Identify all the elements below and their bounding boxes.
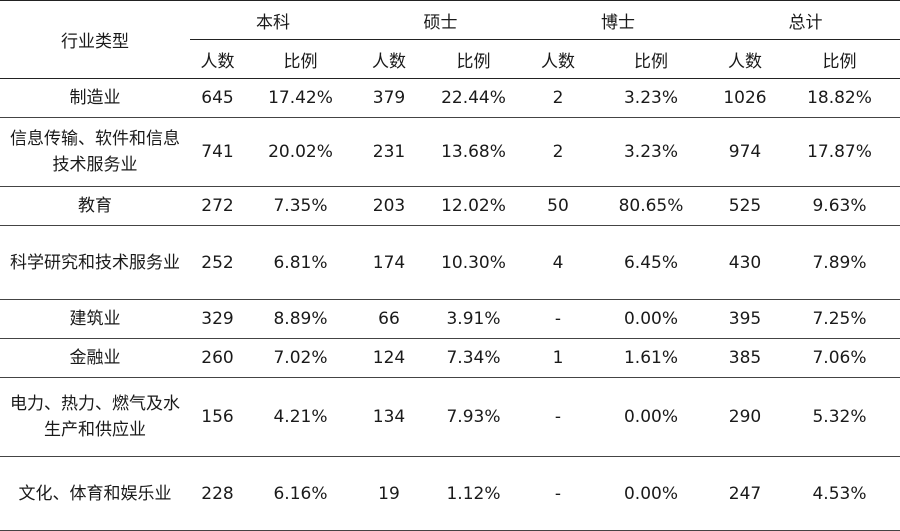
cell: 7.02%	[245, 338, 356, 378]
sub-header-ratio: 比例	[422, 39, 525, 79]
cell: 290	[711, 377, 779, 457]
cell: 66	[356, 299, 422, 339]
cell: 6.81%	[245, 225, 356, 300]
table-row: 教育 272 7.35% 203 12.02% 50 80.65% 525 9.…	[0, 186, 900, 226]
cell: 4.21%	[245, 377, 356, 457]
cell: 7.89%	[779, 225, 900, 300]
table-row: 电力、热力、燃气及水生产和供应业 156 4.21% 134 7.93% - 0…	[0, 377, 900, 457]
cell: 9.63%	[779, 186, 900, 226]
sub-header-count: 人数	[711, 39, 779, 79]
cell: 20.02%	[245, 117, 356, 187]
table-row: 制造业 645 17.42% 379 22.44% 2 3.23% 1026 1…	[0, 78, 900, 118]
cell: -	[525, 377, 591, 457]
cell: 1026	[711, 78, 779, 118]
cell: 379	[356, 78, 422, 118]
cell: 12.02%	[422, 186, 525, 226]
group-header-total: 总计	[711, 0, 900, 40]
cell: 3.23%	[591, 78, 711, 118]
table-row: 建筑业 329 8.89% 66 3.91% - 0.00% 395 7.25%	[0, 299, 900, 339]
cell: 5.32%	[779, 377, 900, 457]
cell: 17.87%	[779, 117, 900, 187]
cell: 7.34%	[422, 338, 525, 378]
group-header-master: 硕士	[356, 0, 525, 40]
cell: 134	[356, 377, 422, 457]
industry-cell: 文化、体育和娱乐业	[0, 456, 190, 531]
cell: 1.61%	[591, 338, 711, 378]
cell: 247	[711, 456, 779, 531]
cell: 80.65%	[591, 186, 711, 226]
cell: 3.23%	[591, 117, 711, 187]
cell: 7.35%	[245, 186, 356, 226]
group-header-doctor: 博士	[525, 0, 711, 40]
industry-cell: 信息传输、软件和信息技术服务业	[0, 117, 190, 187]
table-row: 信息传输、软件和信息技术服务业 741 20.02% 231 13.68% 2 …	[0, 117, 900, 187]
sub-header-ratio: 比例	[779, 39, 900, 79]
cell: 3.91%	[422, 299, 525, 339]
industry-cell: 电力、热力、燃气及水生产和供应业	[0, 377, 190, 457]
cell: 974	[711, 117, 779, 187]
cell: 50	[525, 186, 591, 226]
cell: 22.44%	[422, 78, 525, 118]
sub-header-count: 人数	[525, 39, 591, 79]
cell: -	[525, 299, 591, 339]
cell: 0.00%	[591, 299, 711, 339]
cell: 7.25%	[779, 299, 900, 339]
sub-header-count: 人数	[356, 39, 422, 79]
cell: 1.12%	[422, 456, 525, 531]
cell: 231	[356, 117, 422, 187]
cell: 7.93%	[422, 377, 525, 457]
cell: 4.53%	[779, 456, 900, 531]
cell: 10.30%	[422, 225, 525, 300]
cell: 6.16%	[245, 456, 356, 531]
cell: 6.45%	[591, 225, 711, 300]
sub-header-count: 人数	[190, 39, 245, 79]
cell: 19	[356, 456, 422, 531]
cell: 430	[711, 225, 779, 300]
cell: 2	[525, 78, 591, 118]
table-row: 文化、体育和娱乐业 228 6.16% 19 1.12% - 0.00% 247…	[0, 456, 900, 531]
cell: 8.89%	[245, 299, 356, 339]
cell: 395	[711, 299, 779, 339]
cell: 13.68%	[422, 117, 525, 187]
industry-cell: 教育	[0, 186, 190, 226]
industry-cell: 制造业	[0, 78, 190, 118]
cell: 124	[356, 338, 422, 378]
cell: 203	[356, 186, 422, 226]
cell: 1	[525, 338, 591, 378]
cell: 329	[190, 299, 245, 339]
cell: 252	[190, 225, 245, 300]
cell: 0.00%	[591, 456, 711, 531]
industry-header: 行业类型	[0, 0, 190, 79]
group-header-bachelor: 本科	[190, 0, 356, 40]
cell: 741	[190, 117, 245, 187]
industry-cell: 建筑业	[0, 299, 190, 339]
table-row: 科学研究和技术服务业 252 6.81% 174 10.30% 4 6.45% …	[0, 225, 900, 300]
sub-header-ratio: 比例	[591, 39, 711, 79]
sub-header-ratio: 比例	[245, 39, 356, 79]
cell: 7.06%	[779, 338, 900, 378]
cell: 385	[711, 338, 779, 378]
table-row: 金融业 260 7.02% 124 7.34% 1 1.61% 385 7.06…	[0, 338, 900, 378]
cell: 174	[356, 225, 422, 300]
cell: 260	[190, 338, 245, 378]
cell: 645	[190, 78, 245, 118]
cell: 2	[525, 117, 591, 187]
industry-cell: 科学研究和技术服务业	[0, 225, 190, 300]
industry-cell: 金融业	[0, 338, 190, 378]
cell: 0.00%	[591, 377, 711, 457]
cell: 17.42%	[245, 78, 356, 118]
cell: 272	[190, 186, 245, 226]
cell: 525	[711, 186, 779, 226]
cell: 228	[190, 456, 245, 531]
cell: -	[525, 456, 591, 531]
cell: 4	[525, 225, 591, 300]
cell: 18.82%	[779, 78, 900, 118]
cell: 156	[190, 377, 245, 457]
